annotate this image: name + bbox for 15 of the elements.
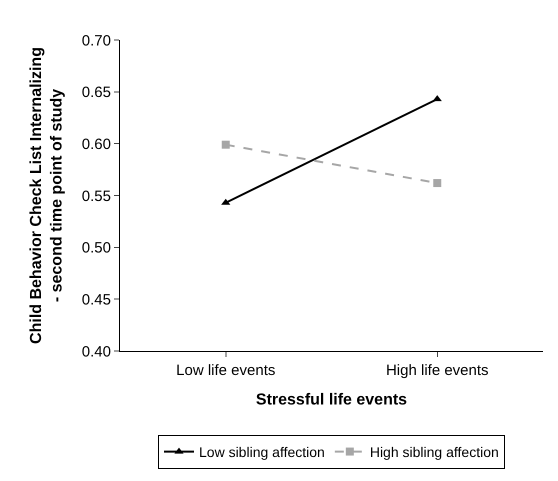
x-tick-label: Low life events [176,362,276,379]
y-tick-label: 0.70 [82,32,111,50]
x-tick-label: High life events [386,362,489,379]
y-tick-label: 0.45 [82,291,111,308]
y-tick-label: 0.60 [82,136,111,153]
point [433,179,442,188]
legend-label: High sibling affection [370,444,499,460]
y-tick-label: 0.40 [82,343,111,360]
y-axis-title: Child Behavior Check List Internalizing - second time point of study [28,47,66,344]
y-tick-label: 0.55 [82,188,111,205]
y-tick-label: 0.65 [82,84,111,102]
x-axis-title: Stressful life events [256,392,408,409]
y-tick-label: 0.50 [82,240,111,257]
point [222,140,230,149]
legend-label: Low sibling affection [199,444,325,460]
